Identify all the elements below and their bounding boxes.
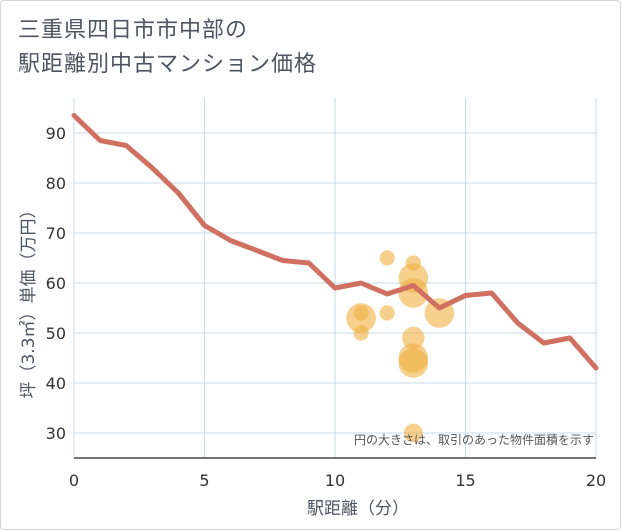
y-tick-label: 30 [46, 424, 66, 443]
chart-title: 三重県四日市市中部の 駅距離別中古マンション価格 [18, 14, 317, 82]
y-tick-label: 50 [46, 324, 66, 343]
chart-title-line2: 駅距離別中古マンション価格 [18, 52, 318, 77]
scatter-point [353, 305, 369, 321]
scatter-point [379, 305, 395, 321]
scatter-series [346, 250, 455, 443]
x-tick-label: 15 [455, 471, 475, 490]
y-tick-label: 40 [46, 374, 66, 393]
x-tick-label: 0 [69, 471, 79, 490]
axes: 0 5 10 15 20 30 40 50 60 70 80 90 [46, 124, 607, 490]
size-annotation: 円の大きさは、取引のあった物件面積を示す [354, 432, 594, 447]
scatter-point [379, 250, 395, 266]
y-tick-label: 60 [46, 274, 66, 293]
price-line [71, 113, 599, 371]
x-tick-label: 5 [199, 471, 209, 490]
x-axis-label: 駅距離（分） [307, 499, 409, 519]
scatter-point [398, 348, 429, 378]
grid [73, 98, 597, 458]
scatter-point [402, 326, 425, 350]
x-tick-label: 20 [586, 471, 606, 490]
x-tick-label: 10 [325, 471, 345, 490]
y-axis-label: 坪（3.3㎡）単価（万円） [19, 201, 39, 398]
y-tick-label: 70 [46, 224, 66, 243]
scatter-point [403, 423, 423, 443]
chart-title-line1: 三重県四日市市中部の [18, 18, 249, 43]
line-series [71, 113, 599, 371]
y-tick-label: 90 [46, 124, 66, 143]
y-tick-label: 80 [46, 174, 66, 193]
scatter-point [353, 325, 369, 341]
